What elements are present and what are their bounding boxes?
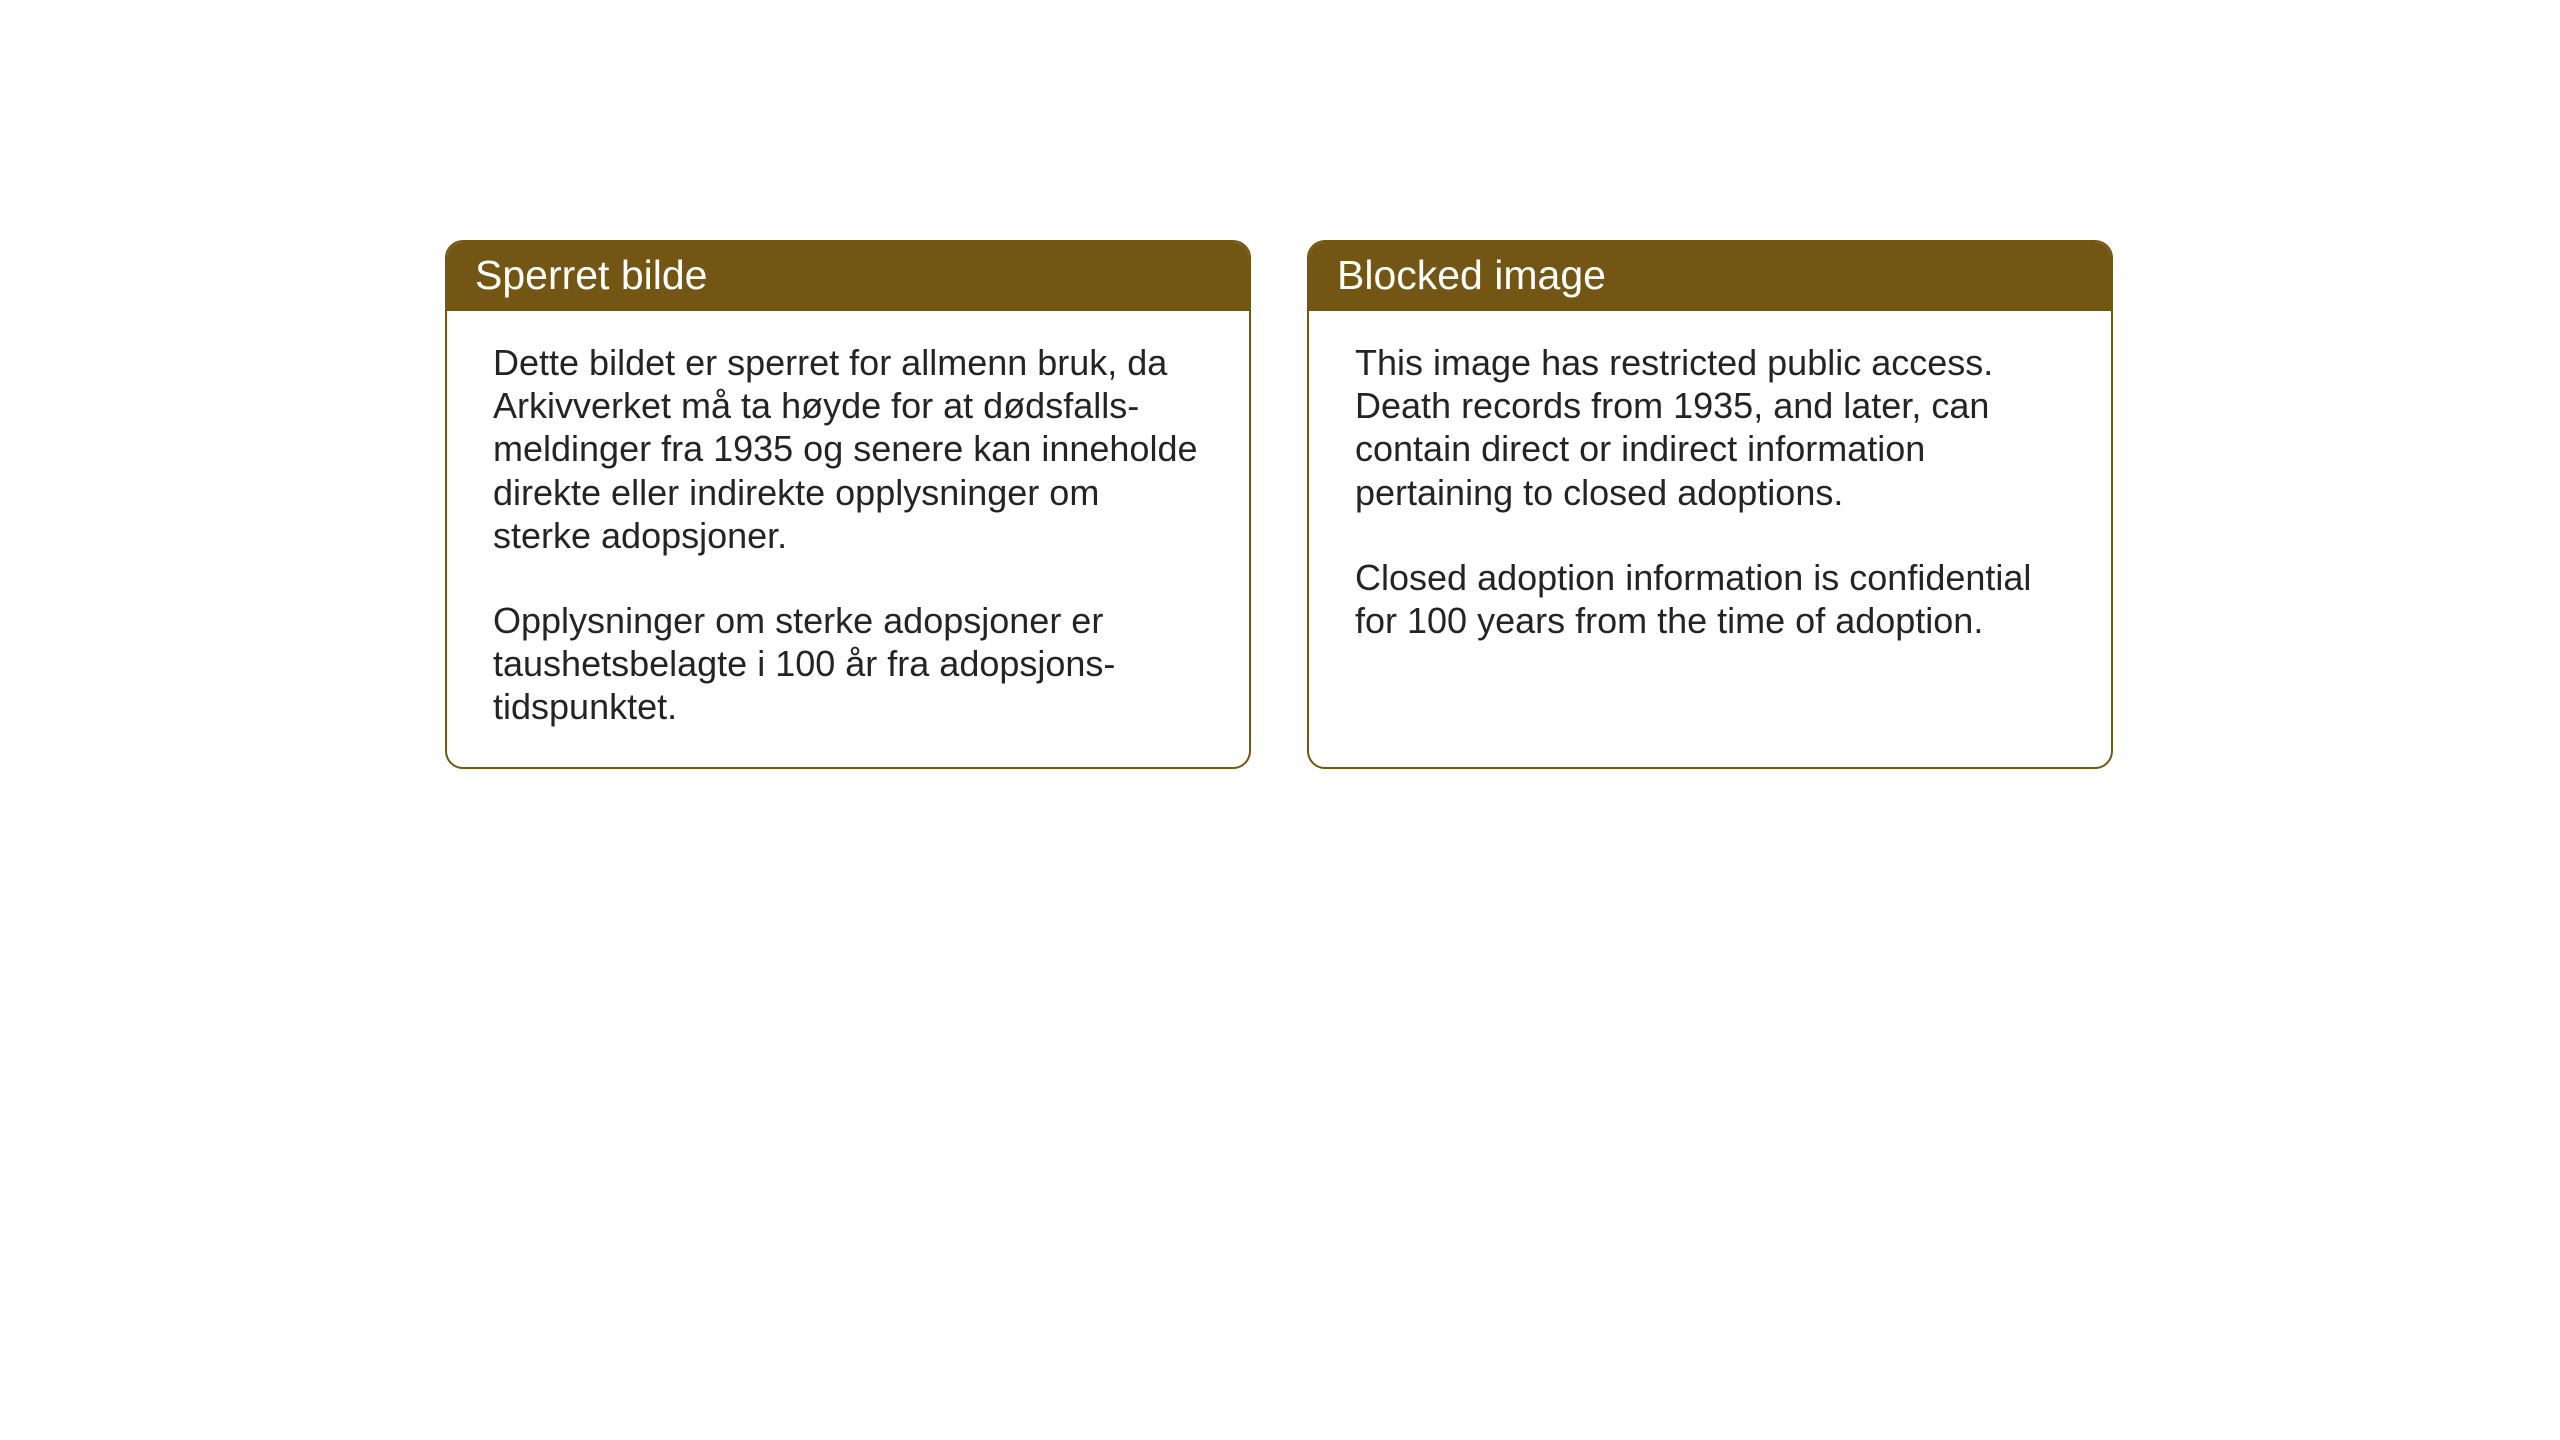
card-header-norwegian: Sperret bilde [447, 242, 1249, 311]
blocked-image-card-norwegian: Sperret bilde Dette bildet er sperret fo… [445, 240, 1251, 769]
blocked-image-card-english: Blocked image This image has restricted … [1307, 240, 2113, 769]
card-body-english: This image has restricted public access.… [1309, 311, 2111, 680]
card-paragraph-2-english: Closed adoption information is confident… [1355, 556, 2065, 642]
card-header-english: Blocked image [1309, 242, 2111, 311]
cards-container: Sperret bilde Dette bildet er sperret fo… [445, 240, 2113, 769]
card-paragraph-1-norwegian: Dette bildet er sperret for allmenn bruk… [493, 341, 1203, 557]
card-paragraph-1-english: This image has restricted public access.… [1355, 341, 2065, 514]
card-title-english: Blocked image [1337, 252, 1606, 298]
card-title-norwegian: Sperret bilde [475, 252, 707, 298]
card-body-norwegian: Dette bildet er sperret for allmenn bruk… [447, 311, 1249, 767]
card-paragraph-2-norwegian: Opplysninger om sterke adopsjoner er tau… [493, 599, 1203, 729]
